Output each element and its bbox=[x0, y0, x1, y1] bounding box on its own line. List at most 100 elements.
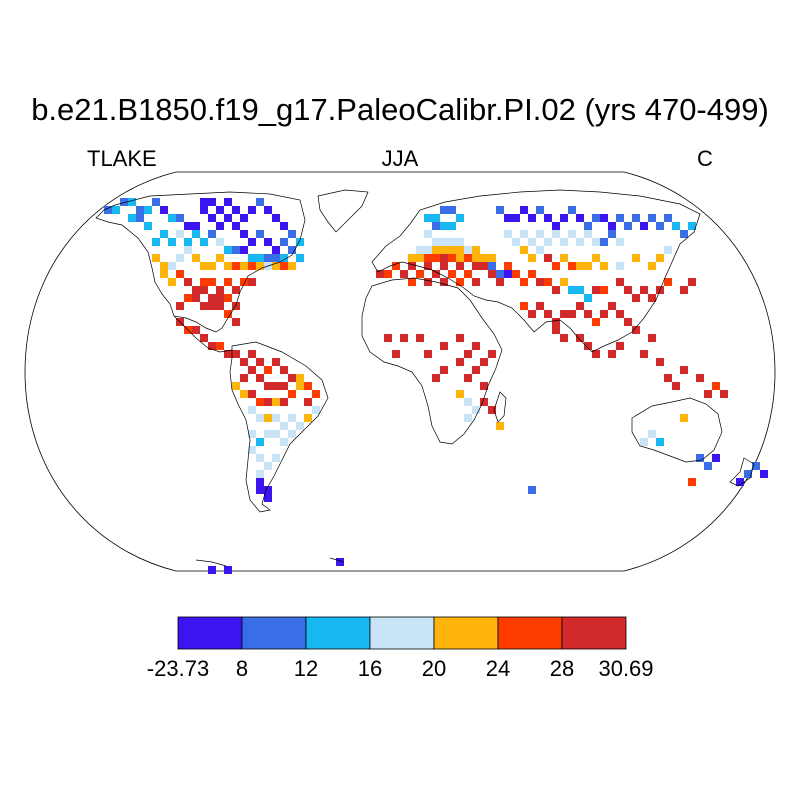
lake-cell bbox=[448, 246, 456, 254]
lake-cell bbox=[280, 238, 288, 246]
lake-cell bbox=[440, 246, 448, 254]
lake-cell bbox=[128, 214, 136, 222]
lake-cell bbox=[264, 414, 272, 422]
lake-cell bbox=[640, 438, 648, 446]
lake-cell bbox=[424, 246, 432, 254]
lake-cell bbox=[152, 238, 160, 246]
lake-cell bbox=[240, 278, 248, 286]
lake-cell bbox=[432, 214, 440, 222]
lake-cell bbox=[496, 422, 504, 430]
lake-cell bbox=[552, 286, 560, 294]
variable-label: TLAKE bbox=[87, 146, 157, 171]
lake-cell bbox=[128, 198, 136, 206]
lake-cell bbox=[512, 270, 520, 278]
lake-cell bbox=[232, 222, 240, 230]
lake-cell bbox=[152, 198, 160, 206]
lake-cell bbox=[416, 254, 424, 262]
lake-cell bbox=[440, 278, 448, 286]
lake-cell bbox=[272, 382, 280, 390]
season-label: JJA bbox=[381, 146, 419, 171]
lake-cell bbox=[232, 206, 240, 214]
lake-cell bbox=[576, 286, 584, 294]
lake-cell bbox=[528, 310, 536, 318]
lake-cell bbox=[584, 310, 592, 318]
coastline-antarctic-peninsula bbox=[195, 559, 227, 567]
lake-cell bbox=[456, 238, 464, 246]
lake-cell bbox=[616, 238, 624, 246]
lake-cell bbox=[456, 334, 464, 342]
lake-cell bbox=[256, 262, 264, 270]
lake-cell bbox=[600, 310, 608, 318]
lake-cell bbox=[440, 206, 448, 214]
lake-cell bbox=[472, 254, 480, 262]
lake-cell bbox=[608, 350, 616, 358]
lake-cell bbox=[408, 254, 416, 262]
lake-cell bbox=[472, 342, 480, 350]
lake-cell bbox=[656, 254, 664, 262]
coastline-eurasia bbox=[371, 189, 701, 353]
lake-cell bbox=[528, 486, 536, 494]
lake-cell bbox=[472, 406, 480, 414]
lake-cell bbox=[224, 350, 232, 358]
lake-cell bbox=[512, 238, 520, 246]
lake-cell bbox=[400, 270, 408, 278]
lake-cell bbox=[616, 278, 624, 286]
lake-cell bbox=[440, 366, 448, 374]
lake-cell bbox=[488, 270, 496, 278]
lake-cell bbox=[680, 366, 688, 374]
lake-cell bbox=[200, 238, 208, 246]
colorbar-box bbox=[497, 616, 563, 650]
lake-cell bbox=[168, 278, 176, 286]
lake-cell bbox=[456, 262, 464, 270]
lake-cell bbox=[624, 318, 632, 326]
lake-cell bbox=[240, 230, 248, 238]
lake-cell bbox=[560, 214, 568, 222]
colorbar-tick-label: 16 bbox=[357, 656, 383, 681]
colorbar-box bbox=[561, 616, 627, 650]
lake-cell bbox=[288, 262, 296, 270]
lake-cell bbox=[544, 238, 552, 246]
lake-cell bbox=[248, 390, 256, 398]
lake-cell bbox=[224, 294, 232, 302]
lake-cell bbox=[264, 366, 272, 374]
lake-cell bbox=[720, 390, 728, 398]
lake-cell bbox=[224, 262, 232, 270]
coastline-africa bbox=[361, 277, 503, 445]
lake-cell bbox=[480, 382, 488, 390]
lake-cell bbox=[248, 446, 256, 454]
lake-cell bbox=[680, 414, 688, 422]
lake-cell bbox=[608, 302, 616, 310]
lake-cell bbox=[184, 238, 192, 246]
lake-cell bbox=[584, 230, 592, 238]
lake-cell bbox=[200, 278, 208, 286]
lake-cell bbox=[224, 198, 232, 206]
lake-cell bbox=[632, 254, 640, 262]
lake-cell bbox=[264, 382, 272, 390]
lake-cell bbox=[632, 214, 640, 222]
lake-cell bbox=[216, 238, 224, 246]
lake-cell bbox=[272, 454, 280, 462]
lake-cell bbox=[536, 278, 544, 286]
lake-cell bbox=[464, 374, 472, 382]
colorbar-box bbox=[241, 616, 307, 650]
coastline-antarctic-fragment bbox=[329, 557, 345, 563]
lake-cell bbox=[408, 278, 416, 286]
lake-cell bbox=[536, 206, 544, 214]
lake-cell bbox=[312, 390, 320, 398]
lake-cell bbox=[256, 374, 264, 382]
lake-cell bbox=[592, 350, 600, 358]
lake-cell bbox=[256, 398, 264, 406]
lake-cell bbox=[336, 558, 344, 566]
lake-cell bbox=[648, 262, 656, 270]
lake-cell bbox=[264, 238, 272, 246]
lake-cell bbox=[208, 342, 216, 350]
lake-cell bbox=[744, 470, 752, 478]
lake-cell bbox=[704, 390, 712, 398]
lake-cell bbox=[240, 214, 248, 222]
lake-cell bbox=[616, 310, 624, 318]
lake-cell bbox=[216, 254, 224, 262]
lake-cell bbox=[496, 206, 504, 214]
lake-cell bbox=[576, 238, 584, 246]
